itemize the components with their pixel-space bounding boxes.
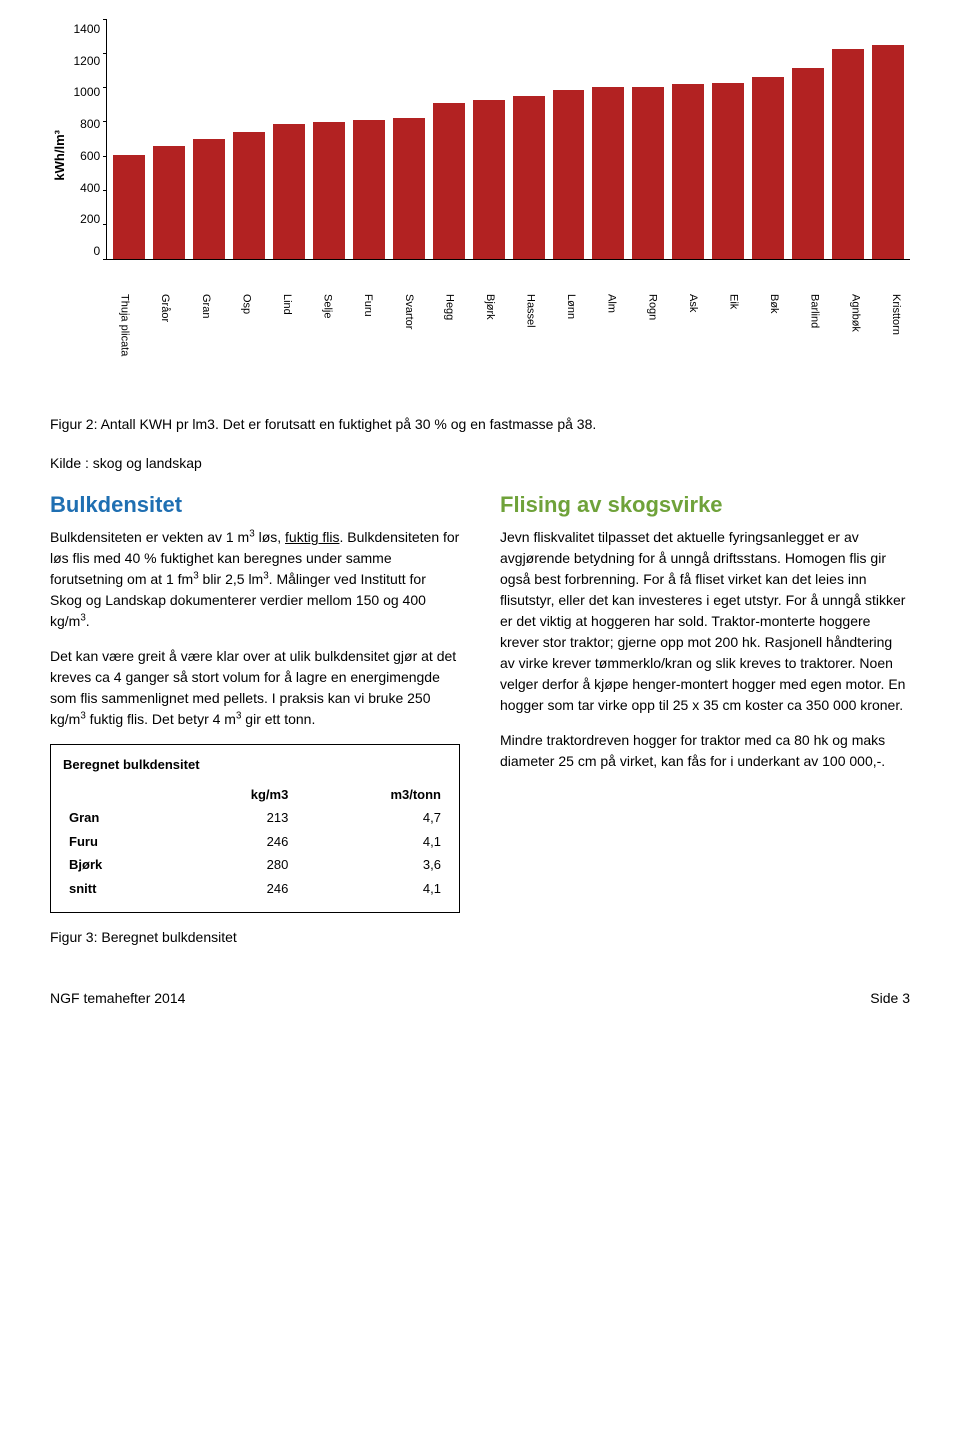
- x-tick-label: Lind: [262, 294, 295, 384]
- x-tick-label: Furu: [344, 294, 377, 384]
- text: fuktig flis. Det betyr 4 m: [86, 711, 236, 727]
- y-tick: 1400: [74, 20, 101, 38]
- y-tick: 800: [80, 115, 100, 133]
- flising-p2: Mindre traktordreven hogger for traktor …: [500, 730, 910, 772]
- chart-bar: [153, 146, 185, 259]
- chart-plot: [106, 20, 910, 260]
- text: gir ett tonn.: [241, 711, 315, 727]
- chart-bar: [513, 96, 545, 259]
- x-tick-label: Hassel: [506, 294, 539, 384]
- x-tick-label: Lønn: [547, 294, 580, 384]
- x-tick-label: Barlind: [790, 294, 823, 384]
- x-tick-label: Bøk: [750, 294, 783, 384]
- x-tick-label: Gråor: [141, 294, 174, 384]
- x-tick-label: Kristtorn: [871, 294, 904, 384]
- flising-p1: Jevn fliskvalitet tilpasset det aktuelle…: [500, 527, 910, 716]
- table-row: Gran2134,7: [63, 806, 447, 830]
- y-tick: 1200: [74, 52, 101, 70]
- y-tick: 600: [80, 147, 100, 165]
- chart-bar: [752, 77, 784, 259]
- y-tick: 200: [80, 210, 100, 228]
- chart-bar: [832, 49, 864, 259]
- table-row: Bjørk2803,6: [63, 853, 447, 877]
- table-header: kg/m3: [173, 783, 294, 807]
- right-column: Flising av skogsvirke Jevn fliskvalitet …: [500, 488, 910, 948]
- x-tick-label: Osp: [222, 294, 255, 384]
- chart-bar: [632, 87, 664, 259]
- text: .: [86, 613, 90, 629]
- chart-bar: [353, 120, 385, 259]
- chart-bar: [273, 124, 305, 259]
- chart-bar: [592, 87, 624, 259]
- text: løs,: [255, 529, 285, 545]
- chart-bar: [233, 132, 265, 259]
- left-column: Bulkdensitet Bulkdensiteten er vekten av…: [50, 488, 460, 948]
- x-tick-label: Hegg: [425, 294, 458, 384]
- y-tick: 400: [80, 179, 100, 197]
- x-tick-label: Thuja plicata: [100, 294, 133, 384]
- x-tick-label: Bjørk: [465, 294, 498, 384]
- chart-bar: [473, 100, 505, 259]
- x-tick-label: Selje: [303, 294, 336, 384]
- figure-2-caption: Figur 2: Antall KWH pr lm3. Det er forut…: [50, 414, 910, 435]
- two-column-layout: Bulkdensitet Bulkdensiteten er vekten av…: [50, 488, 910, 948]
- bulkdensitet-p2: Det kan være greit å være klar over at u…: [50, 646, 460, 730]
- text: Bulkdensiteten er vekten av 1 m: [50, 529, 249, 545]
- footer-left: NGF temahefter 2014: [50, 988, 185, 1009]
- x-tick-label: Agnbøk: [831, 294, 864, 384]
- x-tick-label: Svartor: [384, 294, 417, 384]
- x-tick-label: Eik: [709, 294, 742, 384]
- chart-bar: [393, 118, 425, 259]
- density-table: kg/m3 m3/tonn Gran2134,7Furu2464,1Bjørk2…: [63, 783, 447, 901]
- source-line: Kilde : skog og landskap: [50, 453, 910, 474]
- table-header: m3/tonn: [294, 783, 447, 807]
- chart-bar: [313, 122, 345, 259]
- chart-bar: [792, 68, 824, 259]
- x-tick-label: Ask: [668, 294, 701, 384]
- x-axis-labels: Thuja plicataGråorGranOspLindSeljeFuruSv…: [94, 290, 910, 384]
- chart-bar: [672, 84, 704, 259]
- table-row: Furu2464,1: [63, 830, 447, 854]
- chart-bar: [872, 45, 904, 259]
- y-tick: 1000: [74, 83, 101, 101]
- density-table-title: Beregnet bulkdensitet: [63, 755, 447, 775]
- y-tick: 0: [94, 242, 101, 260]
- x-tick-label: Rogn: [628, 294, 661, 384]
- footer-right: Side 3: [870, 988, 910, 1009]
- bulkdensitet-p1: Bulkdensiteten er vekten av 1 m3 løs, fu…: [50, 527, 460, 632]
- y-axis: 1400 1200 1000 800 600 400 200 0: [74, 20, 107, 260]
- bulkdensitet-heading: Bulkdensitet: [50, 488, 460, 521]
- chart-bar: [553, 90, 585, 259]
- chart-bar: [193, 139, 225, 259]
- density-table-box: Beregnet bulkdensitet kg/m3 m3/tonn Gran…: [50, 744, 460, 913]
- text: blir 2,5 lm: [199, 571, 264, 587]
- flising-heading: Flising av skogsvirke: [500, 488, 910, 521]
- chart-bar: [113, 155, 145, 259]
- kwh-bar-chart: kWh/lm³ 1400 1200 1000 800 600 400 200 0 Thuja …: [50, 20, 910, 384]
- chart-bar: [433, 103, 465, 259]
- table-row: snitt2464,1: [63, 877, 447, 901]
- chart-bar: [712, 83, 744, 259]
- x-tick-label: Gran: [181, 294, 214, 384]
- y-axis-label: kWh/lm³: [50, 130, 70, 181]
- figure-3-caption: Figur 3: Beregnet bulkdensitet: [50, 927, 460, 948]
- x-tick-label: Alm: [587, 294, 620, 384]
- page-footer: NGF temahefter 2014 Side 3: [50, 988, 910, 1009]
- underlined-text: fuktig flis: [285, 529, 339, 545]
